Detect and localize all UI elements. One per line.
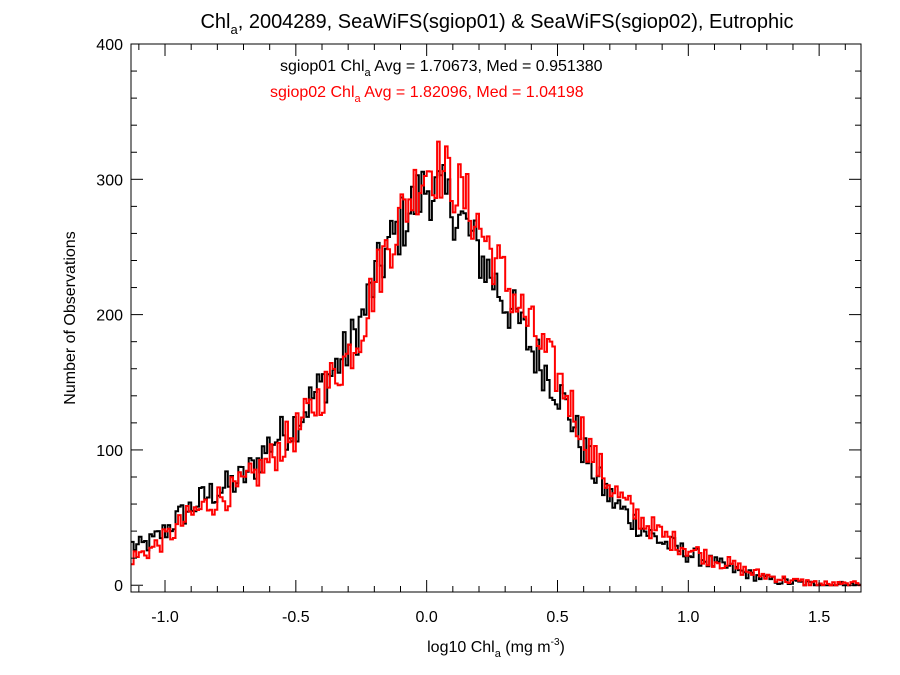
plot-frame xyxy=(130,43,862,593)
series-layer xyxy=(131,140,861,587)
y-tick-label: 0 xyxy=(114,578,123,595)
stats-sgiop01: sgiop01 Chla Avg = 1.70673, Med = 0.9513… xyxy=(280,58,603,79)
x-tick-label: 1.0 xyxy=(677,609,699,626)
x-axis-label: log10 Chla (mg m-3) xyxy=(427,637,565,660)
y-tick-label: 100 xyxy=(96,443,123,460)
x-tick-label: 0.0 xyxy=(416,609,438,626)
y-axis-label: Number of Observations xyxy=(62,231,79,404)
stats-sgiop02: sgiop02 Chla Avg = 1.82096, Med = 1.0419… xyxy=(270,84,584,105)
x-tick-label: 1.5 xyxy=(808,609,830,626)
y-tick-label: 400 xyxy=(96,37,123,54)
chart-title: Chla, 2004289, SeaWiFS(sgiop01) & SeaWiF… xyxy=(200,11,793,37)
x-tick-label: -1.0 xyxy=(151,609,179,626)
x-tick-label: -0.5 xyxy=(282,609,310,626)
histogram-series-2 xyxy=(131,140,861,587)
y-tick-label: 200 xyxy=(96,308,123,325)
y-axis-ticks: 0 100 200 300 400 xyxy=(96,37,861,595)
y-tick-label: 300 xyxy=(96,172,123,189)
x-tick-label: 0.5 xyxy=(546,609,568,626)
x-axis-ticks: -1.0 -0.5 0.0 0.5 1.0 1.5 xyxy=(138,44,846,626)
